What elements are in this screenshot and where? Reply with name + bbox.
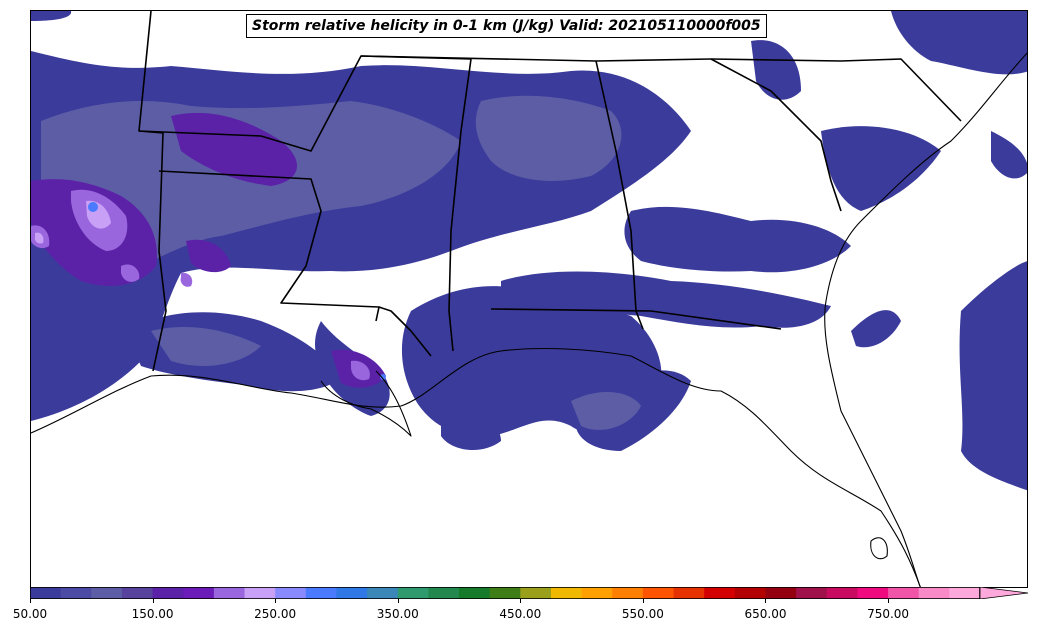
- colorbar-swatch: [857, 587, 889, 599]
- colorbar-swatch: [520, 587, 552, 599]
- coastline-atlantic: [824, 52, 1027, 587]
- map-title: Storm relative helicity in 0-1 km (J/kg)…: [246, 14, 767, 38]
- colorbar-swatch: [612, 587, 644, 599]
- colorbar-swatch: [550, 587, 583, 599]
- colorbar-tick: [275, 599, 277, 603]
- colorbar-tick: [888, 599, 890, 603]
- state-line-tx-ok: [138, 11, 167, 372]
- colorbar-tick-label: 650.00: [744, 607, 787, 621]
- colorbar-swatch: [581, 587, 613, 599]
- state-line-ms-west: [378, 306, 432, 357]
- colorbar-swatch: [673, 587, 705, 599]
- state-line-nc-sc: [710, 58, 962, 122]
- colorbar-tick-label: 150.00: [131, 607, 174, 621]
- colorbar-swatch: [397, 587, 429, 599]
- colorbar-swatch: [888, 587, 920, 599]
- colorbar-swatch: [765, 587, 797, 599]
- colorbar-swatch: [918, 587, 950, 599]
- state-line-ms-al: [448, 58, 472, 352]
- colorbar-swatch: [30, 587, 62, 599]
- colorbar-outline: [30, 587, 981, 599]
- colorbar-swatch: [183, 587, 215, 599]
- helicity-field-hotspot: [88, 202, 386, 380]
- colorbar-swatch: [796, 587, 828, 599]
- colorbar-tick-label: 50.00: [12, 607, 48, 621]
- colorbar-swatch: [949, 587, 981, 599]
- colorbar-swatch: [704, 587, 736, 599]
- colorbar-extend-arrow: [979, 587, 1029, 599]
- colorbar-tick-label: 250.00: [254, 607, 297, 621]
- colorbar-swatch: [91, 587, 123, 599]
- colorbar-tick: [765, 599, 767, 603]
- colorbar-tick-label: 550.00: [621, 607, 664, 621]
- colorbar-swatch: [459, 587, 491, 599]
- colorbar-tick: [520, 599, 522, 603]
- colorbar-swatch: [213, 587, 246, 599]
- helicity-map: [31, 11, 1027, 587]
- colorbar-tick: [152, 599, 154, 603]
- colorbar-swatch: [367, 587, 399, 599]
- coastline-gulf: [31, 347, 921, 587]
- colorbar-swatch: [642, 587, 675, 599]
- lake-okeechobee: [870, 537, 888, 560]
- coastline-louisiana: [320, 370, 412, 437]
- state-line-ga-sc: [710, 58, 842, 212]
- colorbar-swatch: [244, 587, 276, 599]
- colorbar-swatch: [428, 587, 460, 599]
- colorbar-swatch: [489, 587, 521, 599]
- state-line-ga-fl: [490, 308, 782, 330]
- state-line-tn-north: [360, 55, 712, 62]
- colorbar-tick: [30, 599, 31, 603]
- colorbar-tick-label: 450.00: [499, 607, 542, 621]
- colorbar: [30, 587, 1029, 599]
- helicity-field-low: [31, 11, 1027, 491]
- colorbar-tick: [397, 599, 399, 603]
- map-panel: [30, 10, 1028, 588]
- colorbar-swatch: [305, 587, 337, 599]
- colorbar-tick: [642, 599, 644, 603]
- colorbar-swatch: [336, 587, 368, 599]
- colorbar-swatch: [121, 587, 154, 599]
- colorbar-tick-label: 750.00: [867, 607, 910, 621]
- colorbar-swatch: [60, 587, 92, 599]
- colorbar-tick-label: 350.00: [376, 607, 419, 621]
- colorbar-swatch: [275, 587, 307, 599]
- colorbar-swatch: [826, 587, 858, 599]
- colorbar-swatch: [152, 587, 184, 599]
- state-line-al-ga: [595, 60, 644, 330]
- boundaries: [31, 11, 1027, 587]
- colorbar-swatch: [734, 587, 766, 599]
